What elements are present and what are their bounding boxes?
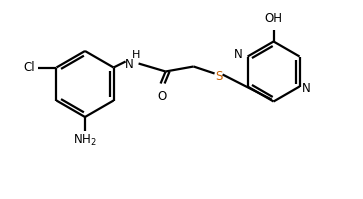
Text: Cl: Cl [24,61,36,74]
Text: S: S [215,70,222,83]
Text: N: N [125,58,134,71]
Text: H: H [131,50,140,60]
Text: O: O [157,90,166,102]
Text: N: N [234,48,242,61]
Text: OH: OH [265,12,282,24]
Text: N: N [302,82,310,95]
Text: NH$_2$: NH$_2$ [73,133,97,148]
